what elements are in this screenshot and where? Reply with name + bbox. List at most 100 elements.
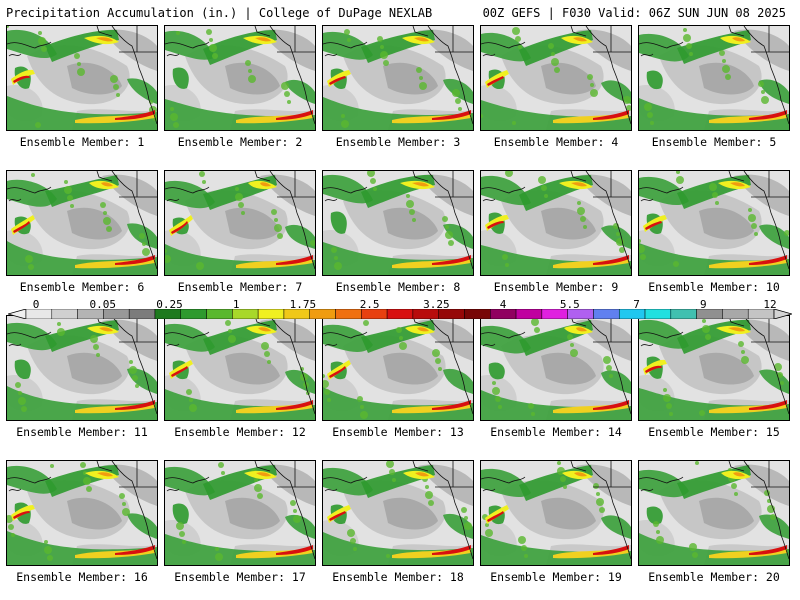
ensemble-map-panel[interactable] <box>164 460 316 566</box>
ensemble-member-label: Ensemble Member: 7 <box>177 280 303 294</box>
precip-map-graphic <box>323 461 473 565</box>
ensemble-member-label: Ensemble Member: 20 <box>648 570 780 584</box>
colorbar-tick-label: 2.5 <box>359 298 380 311</box>
colorbar-tick-label: 7 <box>633 298 640 311</box>
colorbar-swatch <box>644 309 672 319</box>
ensemble-map-panel[interactable] <box>6 170 158 276</box>
precip-map-graphic <box>481 316 631 420</box>
ensemble-member-label: Ensemble Member: 6 <box>19 280 145 294</box>
colorbar-swatch <box>103 309 130 319</box>
ensemble-map-panel[interactable] <box>480 460 632 566</box>
ensemble-map-panel[interactable] <box>164 170 316 276</box>
colorbar-tick-label: 12 <box>763 298 777 311</box>
precip-map-graphic <box>7 171 157 275</box>
ensemble-map-panel[interactable] <box>638 315 790 421</box>
ensemble-map-panel[interactable] <box>164 25 316 131</box>
precip-map-graphic <box>7 26 157 130</box>
colorbar-swatch <box>696 309 723 319</box>
ensemble-map-panel[interactable] <box>322 315 474 421</box>
colorbar-swatch <box>232 309 259 319</box>
colorbar-swatch <box>747 309 775 319</box>
precip-map-graphic <box>323 171 473 275</box>
ensemble-map-panel[interactable] <box>480 170 632 276</box>
ensemble-member-label: Ensemble Member: 17 <box>174 570 306 584</box>
colorbar-tick-label: 0 <box>32 298 40 311</box>
ensemble-map-panel[interactable] <box>322 460 474 566</box>
precip-map-graphic <box>323 26 473 130</box>
colorbar-swatch <box>51 309 78 319</box>
ensemble-member-label: Ensemble Member: 11 <box>16 425 148 439</box>
colorbar-tick-label: 3.25 <box>423 298 450 311</box>
colorbar-swatch <box>593 309 620 319</box>
colorbar-swatch <box>490 309 517 319</box>
precip-map-graphic <box>481 26 631 130</box>
ensemble-member-label: Ensemble Member: 8 <box>335 280 461 294</box>
ensemble-map-panel[interactable] <box>6 460 158 566</box>
ensemble-map-panel[interactable] <box>6 315 158 421</box>
colorbar-swatch <box>180 309 207 319</box>
ensemble-member-label: Ensemble Member: 14 <box>490 425 622 439</box>
ensemble-map-panel[interactable] <box>638 25 790 131</box>
ensemble-map-panel[interactable] <box>164 315 316 421</box>
colorbar-swatch <box>438 309 465 319</box>
precip-map-graphic <box>165 26 315 130</box>
precip-map-graphic <box>639 171 789 275</box>
colorbar-swatch <box>257 309 285 319</box>
colorbar-tick-label: 0.25 <box>156 298 183 311</box>
ensemble-member-label: Ensemble Member: 4 <box>493 135 619 149</box>
ensemble-member-label: Ensemble Member: 1 <box>19 135 145 149</box>
precip-map-graphic <box>7 461 157 565</box>
ensemble-map-panel[interactable] <box>322 170 474 276</box>
precip-map-graphic <box>165 461 315 565</box>
model-run-info: 00Z GEFS | F030 Valid: 06Z SUN JUN 08 20… <box>482 6 786 20</box>
ensemble-member-label: Ensemble Member: 19 <box>490 570 622 584</box>
colorbar-swatch <box>283 309 310 319</box>
ensemble-member-label: Ensemble Member: 16 <box>16 570 148 584</box>
ensemble-map-panel[interactable] <box>6 25 158 131</box>
precip-map-graphic <box>481 171 631 275</box>
ensemble-map-panel[interactable] <box>480 315 632 421</box>
colorbar-swatch <box>335 309 362 319</box>
colorbar-swatch <box>515 309 543 319</box>
ensemble-member-label: Ensemble Member: 5 <box>651 135 777 149</box>
colorbar-min-arrow <box>8 309 27 319</box>
colorbar-tick-label: 1 <box>232 298 240 311</box>
ensemble-map-panel[interactable] <box>322 25 474 131</box>
precip-map-graphic <box>481 461 631 565</box>
precip-map-graphic <box>165 316 315 420</box>
colorbar-swatch <box>386 309 414 319</box>
ensemble-member-label: Ensemble Member: 12 <box>174 425 306 439</box>
colorbar-swatch <box>618 309 646 319</box>
ensemble-map-panel[interactable] <box>638 460 790 566</box>
precip-map-graphic <box>7 316 157 420</box>
ensemble-map-panel[interactable] <box>638 170 790 276</box>
colorbar-max-arrow <box>773 309 792 319</box>
colorbar-swatch <box>206 309 233 319</box>
ensemble-map-panel[interactable] <box>480 25 632 131</box>
ensemble-member-label: Ensemble Member: 18 <box>332 570 464 584</box>
colorbar: 0 0.05 0.25 1 1.75 2.5 3.25 4 5.5 7 9 12 <box>8 298 792 320</box>
ensemble-member-label: Ensemble Member: 15 <box>648 425 780 439</box>
ensemble-member-label: Ensemble Member: 10 <box>648 280 780 294</box>
colorbar-swatch <box>670 309 697 319</box>
colorbar-swatches <box>8 309 792 319</box>
ensemble-member-label: Ensemble Member: 3 <box>335 135 461 149</box>
colorbar-swatch <box>464 309 491 319</box>
colorbar-swatch <box>412 309 439 319</box>
colorbar-swatch <box>309 309 336 319</box>
map-title: Precipitation Accumulation (in.) | Colle… <box>6 6 433 20</box>
colorbar-swatch <box>541 309 568 319</box>
precip-map-graphic <box>323 316 473 420</box>
precip-map-graphic <box>639 461 789 565</box>
ensemble-member-label: Ensemble Member: 2 <box>177 135 303 149</box>
ensemble-member-label: Ensemble Member: 9 <box>493 280 619 294</box>
colorbar-tick-label: 0.05 <box>89 298 116 311</box>
colorbar-swatch <box>25 309 53 319</box>
precip-map-graphic <box>165 171 315 275</box>
colorbar-swatch <box>77 309 104 319</box>
colorbar-tick-label: 1.75 <box>289 298 317 311</box>
precip-map-graphic <box>639 316 789 420</box>
colorbar-swatch <box>128 309 156 319</box>
colorbar-tick-label: 4 <box>499 298 507 311</box>
ensemble-member-label: Ensemble Member: 13 <box>332 425 464 439</box>
